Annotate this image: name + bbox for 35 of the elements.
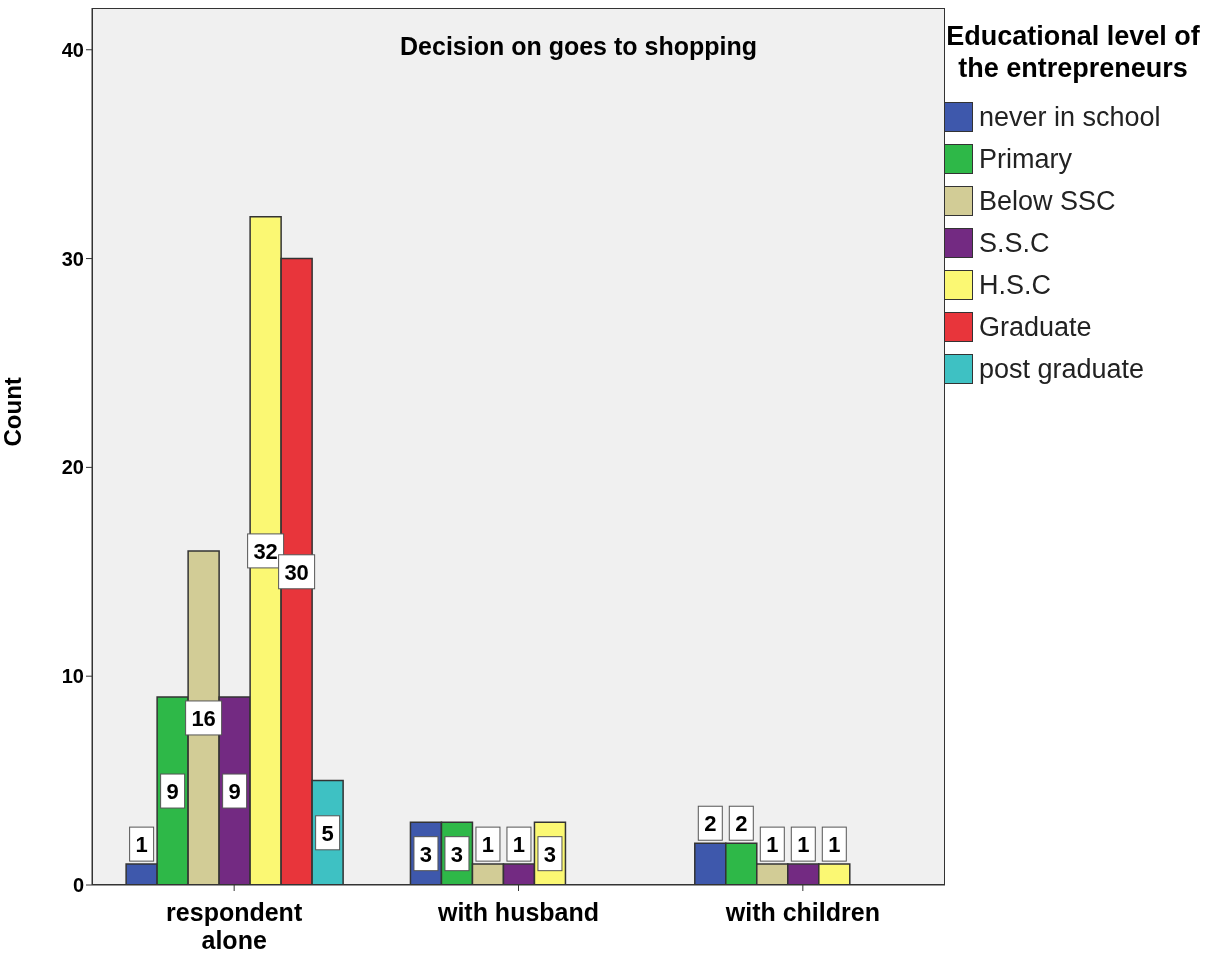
legend-label: Primary [979,143,1072,175]
legend-label: H.S.C [979,269,1052,301]
legend-label: never in school [979,101,1161,133]
data-label: 5 [321,820,334,846]
legend-label: Below SSC [979,185,1116,217]
data-label: 1 [512,832,526,858]
data-label: 1 [135,832,148,858]
data-label: 2 [704,811,717,837]
data-label: 16 [191,705,216,731]
text: Decision on goes to shopping [399,32,758,61]
legend-label: post graduate [979,353,1145,385]
legend-label: S.S.C [979,227,1050,259]
y-tick-label: 40 [61,38,84,61]
data-label: 30 [284,559,309,585]
x-tick-label: with husband [436,898,600,926]
x-tick-label: with children [724,898,880,926]
y-tick-label: 30 [61,247,84,270]
y-tick-label: 10 [61,665,84,688]
y-tick-label: 20 [61,456,84,479]
legend-title: Educational level of the entrepreneurs [945,20,1201,84]
data-label: 3 [450,841,464,867]
data-label: 1 [766,832,779,858]
x-tick-label: respondent alone [166,898,303,954]
y-axis-title: Count [0,377,26,447]
legend-label: Graduate [979,311,1092,343]
data-label: 1 [828,832,841,858]
data-label: 32 [253,538,278,564]
data-label: 9 [228,779,241,805]
data-label: 3 [543,841,557,867]
y-tick-label: 0 [72,874,84,897]
data-label: 9 [166,779,179,805]
data-label: 1 [797,832,810,858]
data-label: 2 [735,811,748,837]
data-label: 1 [481,832,495,858]
data-label: 3 [419,841,433,867]
